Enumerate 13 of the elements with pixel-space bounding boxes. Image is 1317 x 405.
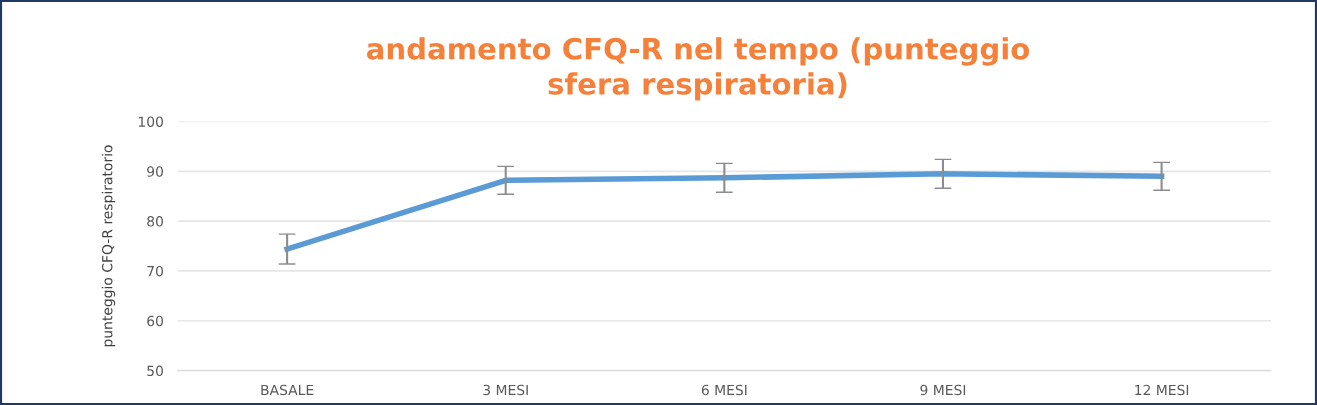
y-tick-label: 70 — [147, 265, 163, 277]
x-tick-label: BASALE — [261, 384, 314, 396]
y-axis-title: punteggio CFQ-R respiratorio — [101, 145, 116, 347]
chart-title: andamento CFQ-R nel tempo (punteggio sfera respiratoria) — [366, 37, 1030, 101]
y-tick-label: 100 — [138, 116, 163, 127]
y-tick-label: 90 — [147, 166, 163, 177]
y-tick-label: 50 — [147, 365, 163, 377]
y-tick-label: 80 — [147, 216, 163, 227]
x-tick-label: 9 MESI — [920, 384, 966, 396]
y-tick-label: 60 — [147, 315, 163, 327]
x-tick-label: 6 MESI — [701, 384, 747, 396]
x-tick-label: 3 MESI — [483, 384, 528, 396]
x-tick-label: 12 MESI — [1135, 384, 1189, 396]
